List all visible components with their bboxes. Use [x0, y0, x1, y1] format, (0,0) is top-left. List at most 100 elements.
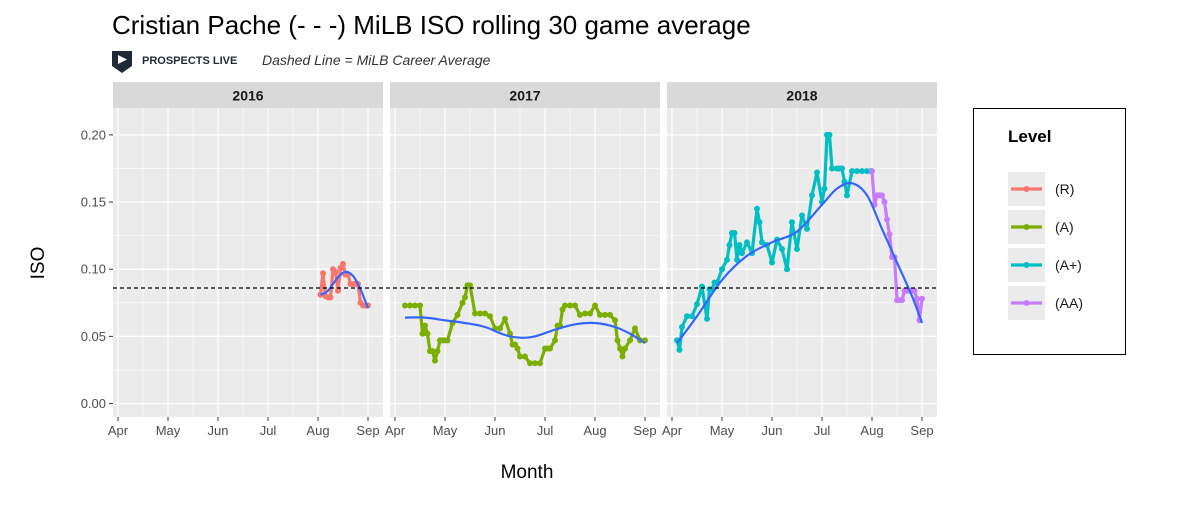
y-tick-label: 0.05	[81, 329, 106, 344]
data-point	[547, 345, 553, 352]
data-point	[454, 311, 461, 318]
data-point	[886, 231, 893, 238]
panel-2016: 2016 Apr May Jun Jul Aug Sep	[108, 82, 383, 438]
data-point	[744, 239, 750, 246]
data-point	[799, 212, 805, 219]
legend-label: (R)	[1055, 181, 1074, 197]
y-tick-label: 0.10	[81, 262, 106, 277]
legend-swatch-point	[1023, 186, 1030, 192]
data-point	[724, 256, 730, 263]
data-point	[472, 310, 478, 317]
data-point	[332, 268, 339, 275]
data-point	[821, 185, 828, 192]
data-point	[497, 325, 503, 332]
x-tick-label: May	[710, 423, 735, 438]
data-point	[719, 266, 725, 273]
data-point	[794, 246, 800, 253]
legend-item: (AA)	[1008, 286, 1083, 320]
data-point	[567, 302, 573, 309]
data-point	[462, 294, 468, 301]
data-point	[587, 310, 593, 317]
data-point	[597, 311, 603, 318]
x-tick-label: May	[433, 423, 458, 438]
legend-item: (A+)	[1008, 248, 1082, 282]
data-point	[537, 360, 543, 367]
data-point	[614, 337, 621, 344]
data-point	[789, 219, 795, 226]
prospects-live-logo: PROSPECTS LIVE	[112, 51, 237, 73]
x-tick-label: Apr	[385, 423, 406, 438]
y-axis-title: ISO	[28, 247, 49, 280]
x-tick-label: Apr	[662, 423, 683, 438]
data-point	[592, 302, 598, 309]
data-point	[684, 313, 690, 320]
data-point	[482, 310, 488, 317]
data-point	[602, 311, 608, 318]
y-tick-label: 0.20	[81, 127, 106, 142]
data-point	[829, 165, 835, 172]
data-point	[814, 169, 820, 176]
data-point	[881, 199, 888, 206]
legend-item: (R)	[1008, 172, 1074, 206]
data-point	[694, 301, 700, 308]
data-point	[527, 360, 533, 367]
data-point	[459, 299, 466, 306]
series-(R)	[317, 260, 371, 309]
x-axis-title: Month	[501, 462, 554, 483]
data-point	[739, 250, 745, 257]
panel-2017: 2017 Apr May Jun Jul Aug Sep	[385, 82, 660, 438]
data-point	[340, 260, 346, 267]
data-point	[854, 168, 860, 175]
facet-strip	[113, 82, 383, 108]
x-tick-label: Apr	[108, 423, 129, 438]
y-tick-label: 0.15	[81, 195, 106, 210]
data-point	[619, 353, 626, 360]
data-point	[487, 313, 493, 320]
facet-strip	[667, 82, 937, 108]
data-point	[572, 302, 578, 309]
data-point	[407, 302, 413, 309]
smooth-trend-line	[676, 181, 924, 344]
data-point	[632, 325, 638, 332]
data-point	[759, 239, 765, 246]
data-point	[731, 229, 738, 236]
data-point	[502, 315, 508, 322]
data-point	[422, 322, 428, 329]
x-tick-label: Jul	[814, 423, 831, 438]
data-point	[726, 242, 733, 249]
x-tick-label: Aug	[583, 423, 606, 438]
legend-entries: (R) (A) (A+) (AA)	[1008, 172, 1083, 320]
data-point	[627, 337, 633, 344]
chart-subtitle: Dashed Line = MiLB Career Average	[262, 52, 491, 68]
data-point	[689, 313, 695, 320]
smooth-trend-line	[404, 316, 646, 345]
data-point	[607, 311, 613, 318]
data-point	[754, 205, 760, 212]
data-point	[734, 256, 740, 263]
x-tick-label: Jun	[208, 423, 229, 438]
data-point	[617, 345, 623, 352]
data-point	[699, 283, 705, 290]
data-point	[736, 242, 743, 249]
data-point	[522, 353, 528, 360]
data-point	[826, 131, 833, 138]
data-point	[552, 337, 558, 344]
data-point	[424, 330, 431, 337]
legend: Level (R) (A) (A+) (AA)	[973, 108, 1126, 355]
data-point	[622, 345, 628, 352]
data-point	[839, 165, 845, 172]
panel-background	[667, 108, 937, 417]
play-icon	[118, 55, 127, 64]
data-point	[320, 270, 326, 277]
logo-text: PROSPECTS LIVE	[142, 55, 237, 67]
panel-2018: 2018 Apr May Jun Jul Aug Sep	[662, 82, 937, 438]
data-point	[419, 330, 426, 337]
data-point	[444, 337, 451, 344]
legend-label: (A+)	[1055, 257, 1082, 273]
facet-strip	[390, 82, 660, 108]
data-point	[679, 323, 685, 330]
data-point	[432, 357, 438, 364]
data-point	[467, 282, 473, 289]
data-point	[417, 302, 423, 309]
